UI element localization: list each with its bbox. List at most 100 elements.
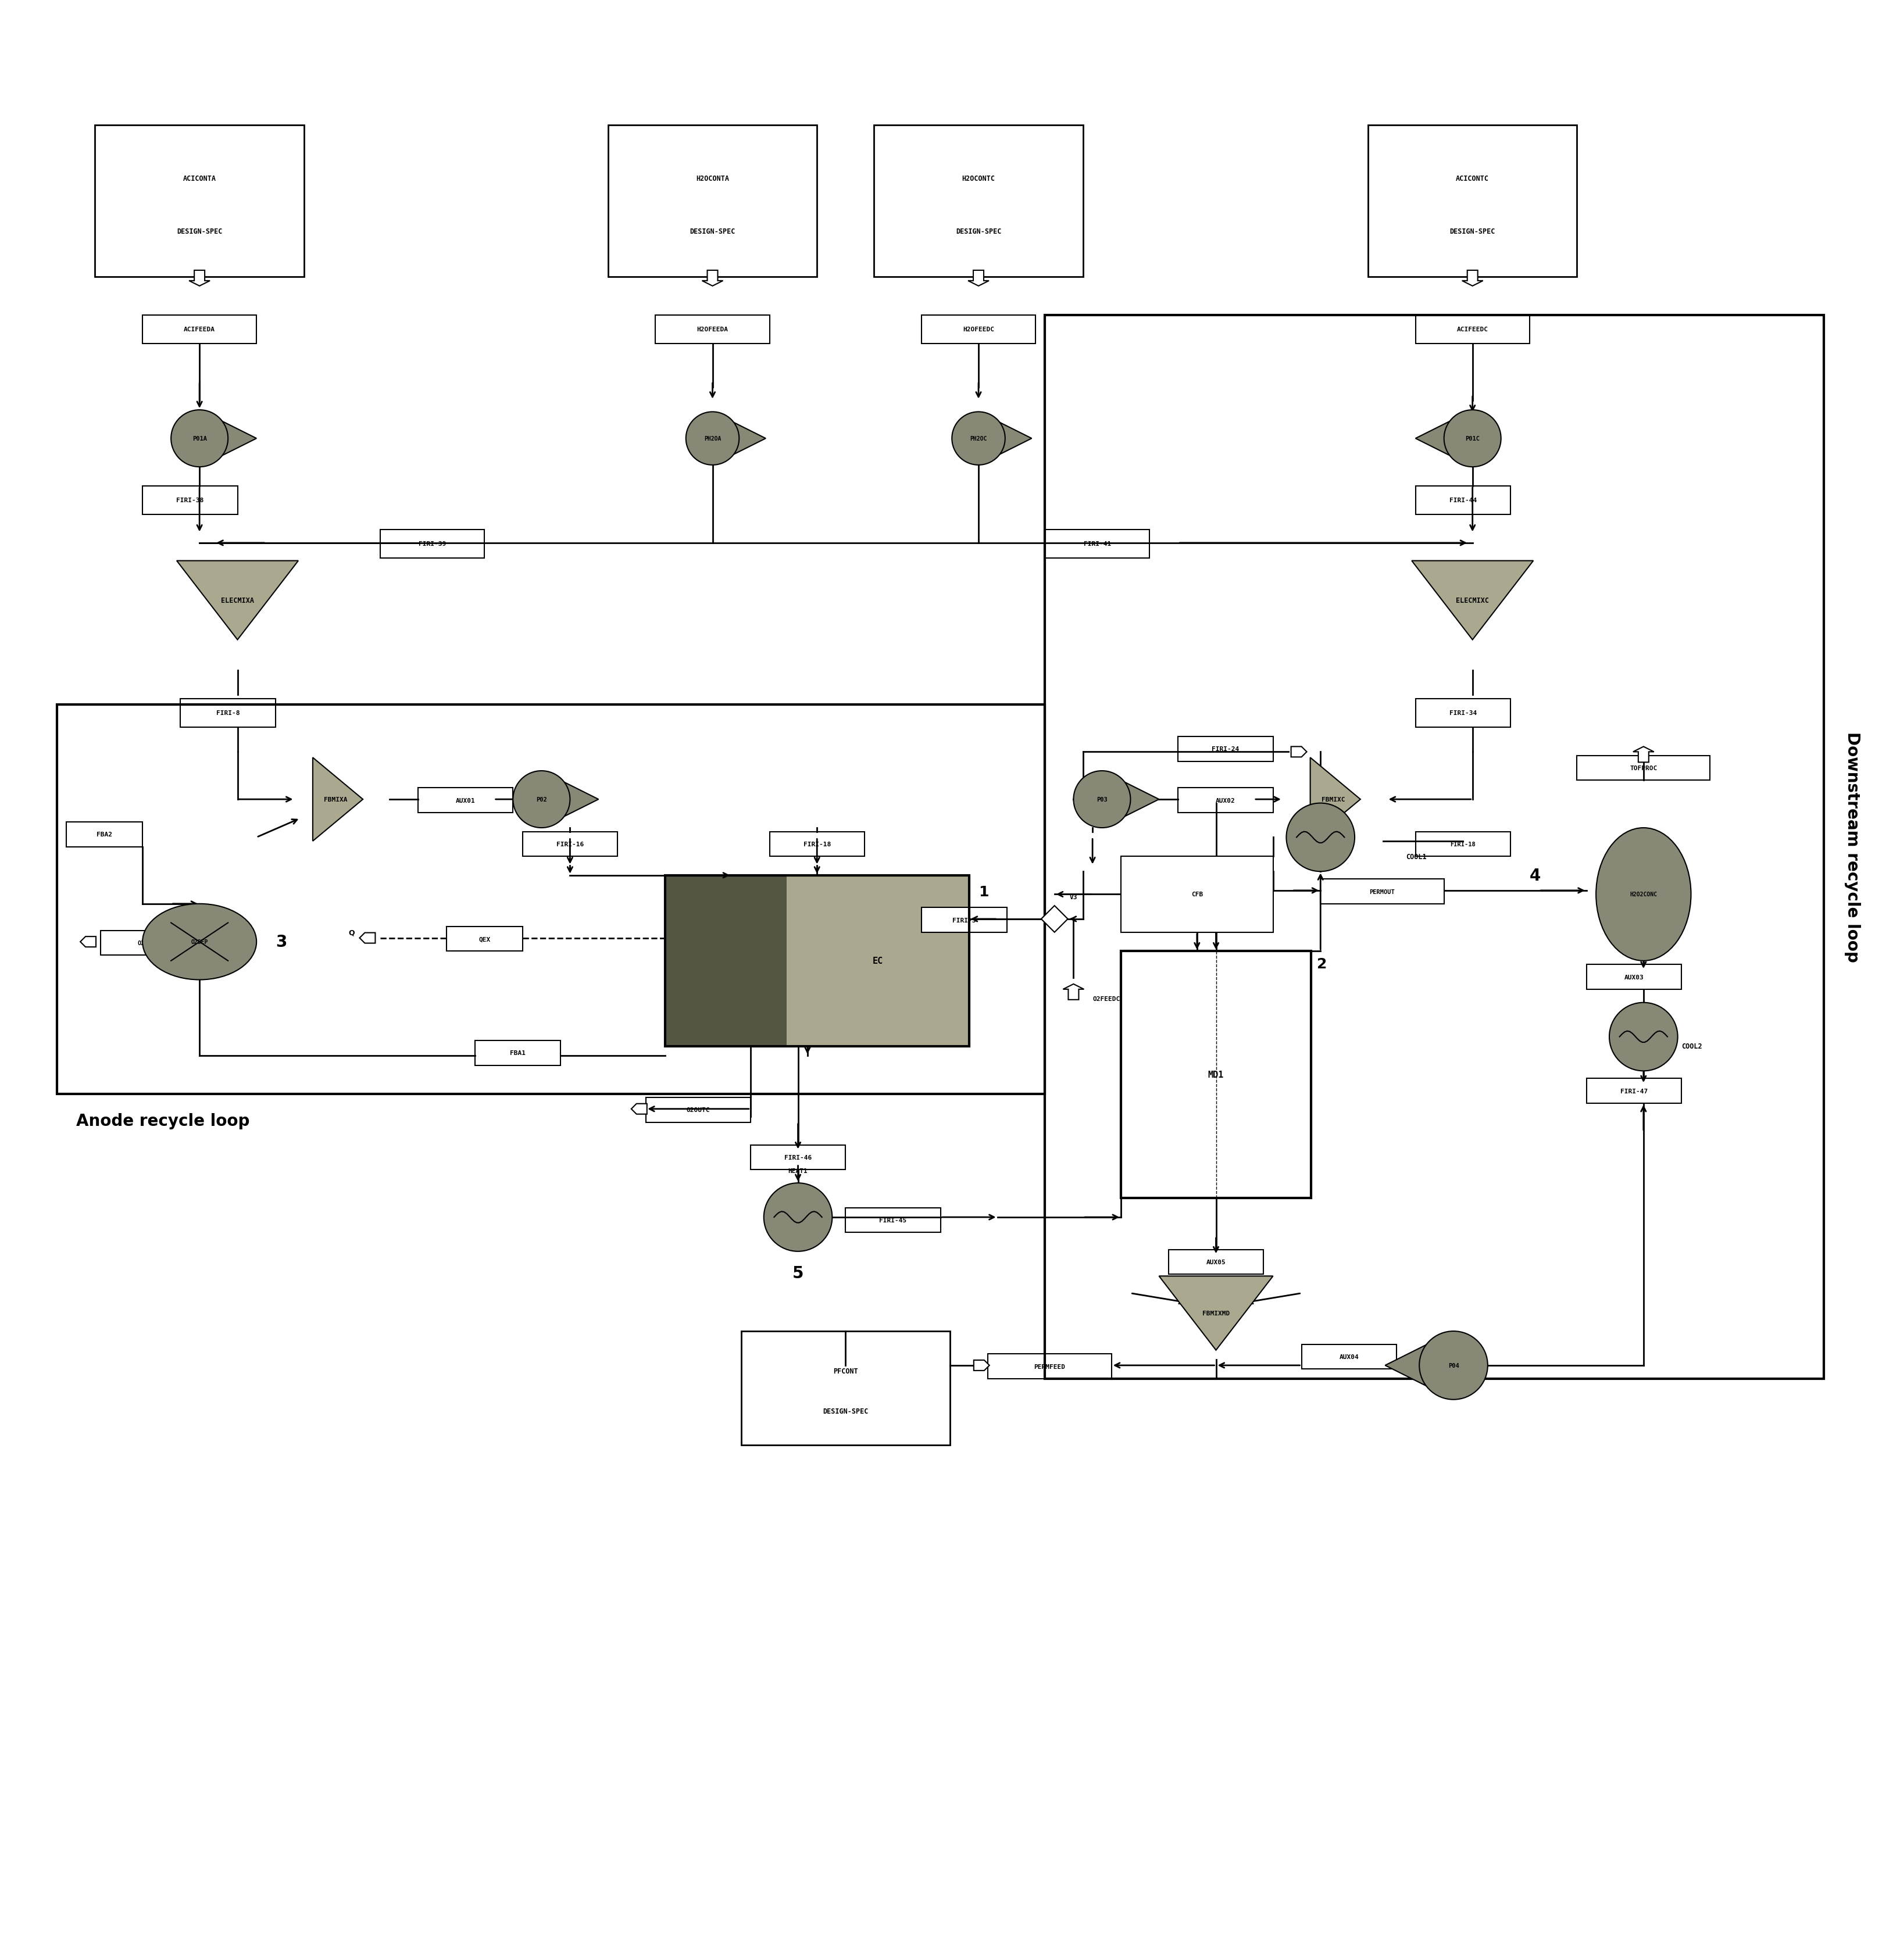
Text: Downstream recycle loop: Downstream recycle loop bbox=[1845, 731, 1860, 962]
Polygon shape bbox=[1416, 419, 1455, 459]
Polygon shape bbox=[559, 780, 599, 819]
Bar bbox=[665, 876, 787, 1047]
Text: PH2OA: PH2OA bbox=[705, 435, 720, 441]
Text: QEX: QEX bbox=[479, 937, 490, 943]
Text: FIRI-18: FIRI-18 bbox=[1450, 841, 1476, 847]
Text: FIRI-24: FIRI-24 bbox=[1212, 747, 1239, 753]
Polygon shape bbox=[1119, 780, 1159, 819]
Polygon shape bbox=[1064, 984, 1083, 1000]
Polygon shape bbox=[359, 933, 374, 943]
Text: P03: P03 bbox=[1096, 796, 1108, 802]
Polygon shape bbox=[703, 270, 722, 286]
Bar bbox=[1168, 1250, 1264, 1274]
Polygon shape bbox=[1159, 1276, 1273, 1350]
Bar bbox=[1416, 831, 1510, 857]
Text: DESIGN-SPEC: DESIGN-SPEC bbox=[1450, 227, 1495, 235]
Bar bbox=[67, 823, 142, 847]
Text: AUX01: AUX01 bbox=[456, 798, 475, 804]
Text: FIRI-47: FIRI-47 bbox=[1621, 1088, 1647, 1094]
Circle shape bbox=[1444, 410, 1501, 466]
Ellipse shape bbox=[1596, 827, 1691, 960]
Bar bbox=[1045, 529, 1150, 559]
Polygon shape bbox=[973, 1360, 990, 1370]
Text: FIRI-34: FIRI-34 bbox=[1450, 710, 1476, 715]
Bar bbox=[1178, 737, 1273, 762]
Polygon shape bbox=[217, 419, 257, 459]
Bar bbox=[751, 1145, 846, 1170]
Text: FBA1: FBA1 bbox=[509, 1051, 526, 1056]
Text: FIRI-39: FIRI-39 bbox=[418, 541, 447, 547]
Text: H2OCONTC: H2OCONTC bbox=[961, 174, 996, 182]
Circle shape bbox=[513, 770, 570, 827]
Polygon shape bbox=[1292, 747, 1307, 757]
Text: FIRI-38: FIRI-38 bbox=[177, 498, 203, 504]
Bar bbox=[1416, 700, 1510, 727]
Polygon shape bbox=[1632, 747, 1653, 762]
Text: HEAT1: HEAT1 bbox=[789, 1168, 808, 1174]
Text: COOL2: COOL2 bbox=[1682, 1043, 1702, 1051]
Text: TOFPROC: TOFPROC bbox=[1630, 764, 1657, 770]
Text: P02: P02 bbox=[536, 796, 547, 802]
Text: O2OUTC: O2OUTC bbox=[686, 1107, 711, 1113]
Text: FIRI-41: FIRI-41 bbox=[1083, 541, 1112, 547]
Circle shape bbox=[952, 412, 1005, 465]
Text: FBMIXC: FBMIXC bbox=[1322, 796, 1345, 802]
Bar bbox=[922, 316, 1036, 343]
Text: FBMIXMD: FBMIXMD bbox=[1203, 1311, 1229, 1317]
Text: ACIFEEDC: ACIFEEDC bbox=[1457, 327, 1488, 333]
Text: O2SEP: O2SEP bbox=[192, 939, 207, 945]
Polygon shape bbox=[190, 270, 211, 286]
Circle shape bbox=[764, 1184, 832, 1252]
Text: FIRI-16: FIRI-16 bbox=[557, 841, 583, 847]
Text: PERMFEED: PERMFEED bbox=[1034, 1364, 1066, 1370]
Bar bbox=[1577, 757, 1710, 780]
Polygon shape bbox=[1385, 1341, 1433, 1390]
Bar bbox=[1121, 951, 1311, 1198]
Bar bbox=[988, 1354, 1112, 1378]
Bar bbox=[770, 831, 865, 857]
Text: AUX03: AUX03 bbox=[1624, 974, 1644, 980]
Text: AUX02: AUX02 bbox=[1216, 798, 1235, 804]
Text: P04: P04 bbox=[1448, 1362, 1459, 1368]
Text: ACIFEEDA: ACIFEEDA bbox=[184, 327, 215, 333]
Text: Anode recycle loop: Anode recycle loop bbox=[76, 1113, 249, 1129]
Text: FBMIXA: FBMIXA bbox=[325, 796, 348, 802]
Polygon shape bbox=[314, 759, 363, 841]
Bar bbox=[1302, 1345, 1396, 1370]
Bar bbox=[418, 788, 513, 813]
FancyBboxPatch shape bbox=[95, 125, 304, 278]
Text: PFCONT: PFCONT bbox=[832, 1368, 859, 1376]
Circle shape bbox=[1286, 804, 1355, 872]
Text: CFB: CFB bbox=[1191, 892, 1203, 898]
Polygon shape bbox=[1412, 561, 1533, 641]
Text: AUX05: AUX05 bbox=[1206, 1258, 1225, 1264]
Text: V3: V3 bbox=[1070, 894, 1077, 900]
Bar bbox=[665, 876, 969, 1047]
FancyBboxPatch shape bbox=[741, 1331, 950, 1445]
Text: ELECMIXC: ELECMIXC bbox=[1455, 596, 1490, 604]
Polygon shape bbox=[1311, 759, 1360, 841]
Bar bbox=[57, 706, 1045, 1094]
Text: H2OFEEDC: H2OFEEDC bbox=[963, 327, 994, 333]
Bar bbox=[1416, 486, 1510, 515]
Text: DESIGN-SPEC: DESIGN-SPEC bbox=[177, 227, 222, 235]
Bar bbox=[180, 700, 276, 727]
Bar bbox=[646, 1098, 751, 1123]
Text: FIRI-46: FIRI-46 bbox=[785, 1154, 811, 1160]
Polygon shape bbox=[1463, 270, 1482, 286]
Circle shape bbox=[1609, 1004, 1678, 1072]
Text: ELECMIXA: ELECMIXA bbox=[220, 596, 255, 604]
Text: MD1: MD1 bbox=[1208, 1070, 1224, 1080]
FancyBboxPatch shape bbox=[1368, 125, 1577, 278]
Bar bbox=[475, 1041, 560, 1066]
Polygon shape bbox=[80, 937, 97, 947]
Bar bbox=[1121, 857, 1273, 933]
FancyBboxPatch shape bbox=[608, 125, 817, 278]
Text: PH2OC: PH2OC bbox=[971, 435, 986, 441]
Bar bbox=[1586, 1078, 1682, 1103]
Text: 3: 3 bbox=[276, 933, 287, 951]
Bar bbox=[446, 927, 522, 951]
Text: H2OFEEDA: H2OFEEDA bbox=[697, 327, 728, 333]
Text: FIRI-18: FIRI-18 bbox=[804, 841, 830, 847]
Polygon shape bbox=[967, 270, 988, 286]
